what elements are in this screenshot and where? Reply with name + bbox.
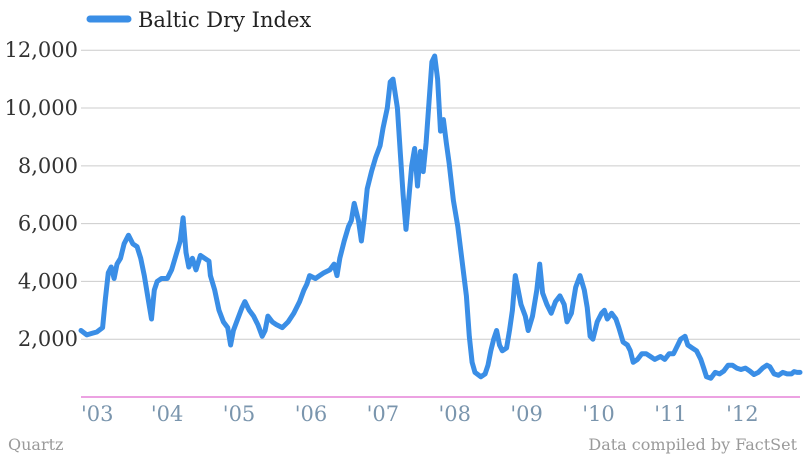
x-tick-label: '07 (367, 402, 400, 426)
series-line-baltic-dry-index (78, 53, 803, 381)
x-tick-label: '08 (439, 402, 472, 426)
y-tick-label: 10,000 (5, 96, 78, 120)
source-right: Data compiled by FactSet (588, 435, 797, 454)
y-tick-label: 8,000 (18, 154, 78, 178)
x-tick-label: '12 (726, 402, 759, 426)
y-axis-tick-labels: 2,000 4,000 6,000 8,000 10,000 12,000 (5, 38, 78, 351)
y-tick-label: 12,000 (5, 38, 78, 62)
x-axis-tick-labels: '03 '04 '05 '06 '07 '08 '09 '10 '11 '12 (81, 402, 759, 426)
series-lines (78, 53, 803, 381)
x-tick-label: '03 (81, 402, 114, 426)
y-tick-label: 2,000 (18, 327, 78, 351)
x-tick-label: '06 (295, 402, 328, 426)
source-left: Quartz (8, 435, 63, 454)
x-tick-label: '05 (223, 402, 256, 426)
x-tick-label: '10 (582, 402, 615, 426)
y-tick-label: 4,000 (18, 269, 78, 293)
x-tick-label: '11 (654, 402, 687, 426)
x-tick-label: '09 (510, 402, 543, 426)
x-tick-label: '04 (151, 402, 184, 426)
legend: Baltic Dry Index (86, 8, 311, 32)
y-tick-label: 6,000 (18, 212, 78, 236)
legend-label: Baltic Dry Index (138, 8, 311, 32)
